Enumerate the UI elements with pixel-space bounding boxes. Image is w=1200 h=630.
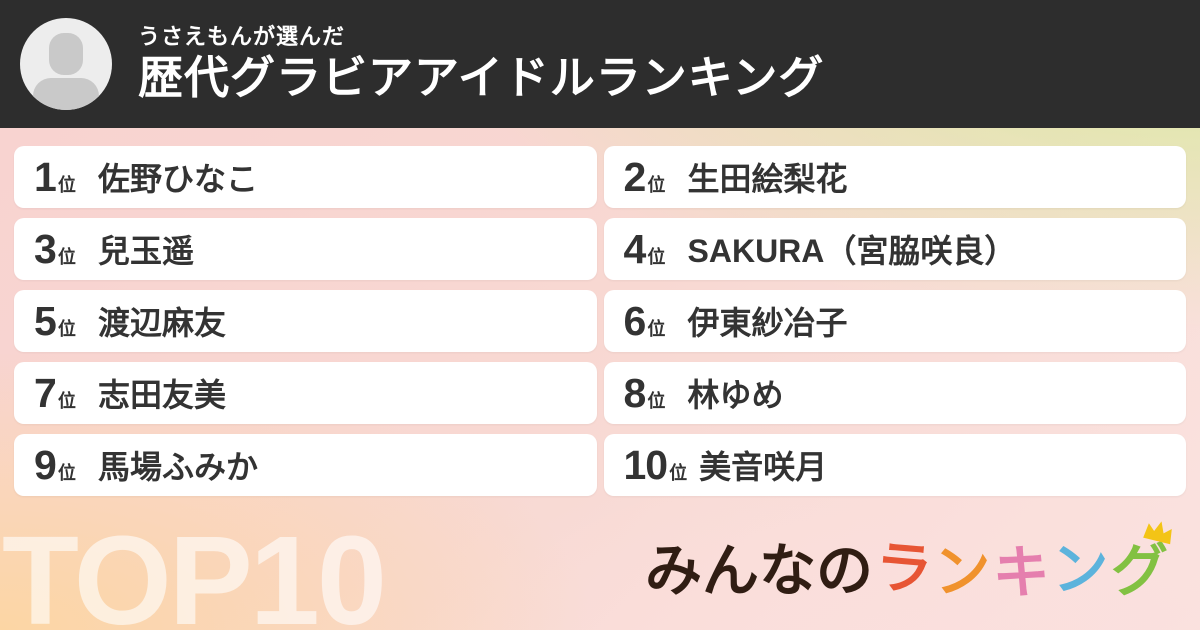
ranking-item-10[interactable]: 10 位 美音咲月 — [603, 434, 1186, 496]
rank-number: 1 — [34, 153, 57, 200]
brand-logo[interactable]: みんなの ラ ン キ ン グ — [645, 521, 1172, 608]
rank-suffix: 位 — [57, 246, 76, 267]
chooser-label: うさえもんが選んだ — [138, 23, 346, 49]
page-title: 歴代グラビアアイドルランキング — [138, 51, 825, 103]
idol-name: 林ゆめ — [687, 377, 784, 413]
idol-name: 志田友美 — [98, 377, 227, 413]
rank-number: 4 — [623, 225, 647, 272]
brand-prefix: みんなの — [645, 539, 873, 603]
rank-number: 9 — [34, 441, 57, 488]
brand-char-ra: ラ — [872, 534, 935, 604]
rank-suffix: 位 — [57, 390, 76, 411]
rank-suffix: 位 — [669, 462, 688, 483]
rank-suffix: 位 — [647, 174, 666, 195]
rank-suffix: 位 — [647, 318, 666, 339]
rank-suffix: 位 — [57, 318, 76, 339]
rank-number: 6 — [623, 297, 647, 344]
rank-number: 2 — [623, 153, 647, 200]
rank-number: 7 — [34, 369, 57, 416]
rank-suffix: 位 — [647, 246, 666, 267]
header: うさえもんが選んだ 歴代グラビアアイドルランキング — [0, 0, 1200, 128]
idol-name: 佐野ひなこ — [98, 161, 259, 197]
brand-char-n2: ン — [1050, 535, 1111, 603]
header-text: うさえもんが選んだ 歴代グラビアアイドルランキング — [138, 23, 825, 104]
top10-watermark: TOP10 — [2, 510, 387, 630]
idol-name: 渡辺麻友 — [98, 305, 227, 341]
idol-name: 美音咲月 — [699, 449, 828, 485]
idol-name: 馬場ふみか — [98, 449, 259, 485]
rank-suffix: 位 — [57, 462, 76, 483]
avatar — [20, 18, 112, 110]
crown-icon — [1143, 521, 1172, 545]
rank-badge: 10 位 — [623, 441, 688, 488]
brand-char-n1: ン — [931, 537, 994, 605]
rank-suffix: 位 — [57, 174, 76, 195]
idol-name: 生田絵梨花 — [687, 161, 848, 197]
brand-char-ki: キ — [989, 538, 1054, 608]
rank-number: 5 — [34, 297, 57, 344]
rank-number: 3 — [34, 225, 57, 272]
brand-char-gu: グ — [1111, 539, 1168, 603]
idol-name: 伊東紗冶子 — [687, 305, 848, 341]
rank-number: 10 — [623, 441, 669, 488]
rank-number: 8 — [623, 369, 647, 416]
idol-name: SAKURA（宮脇咲良） — [687, 233, 1017, 269]
rank-suffix: 位 — [647, 390, 666, 411]
idol-name: 兒玉遥 — [98, 233, 195, 269]
